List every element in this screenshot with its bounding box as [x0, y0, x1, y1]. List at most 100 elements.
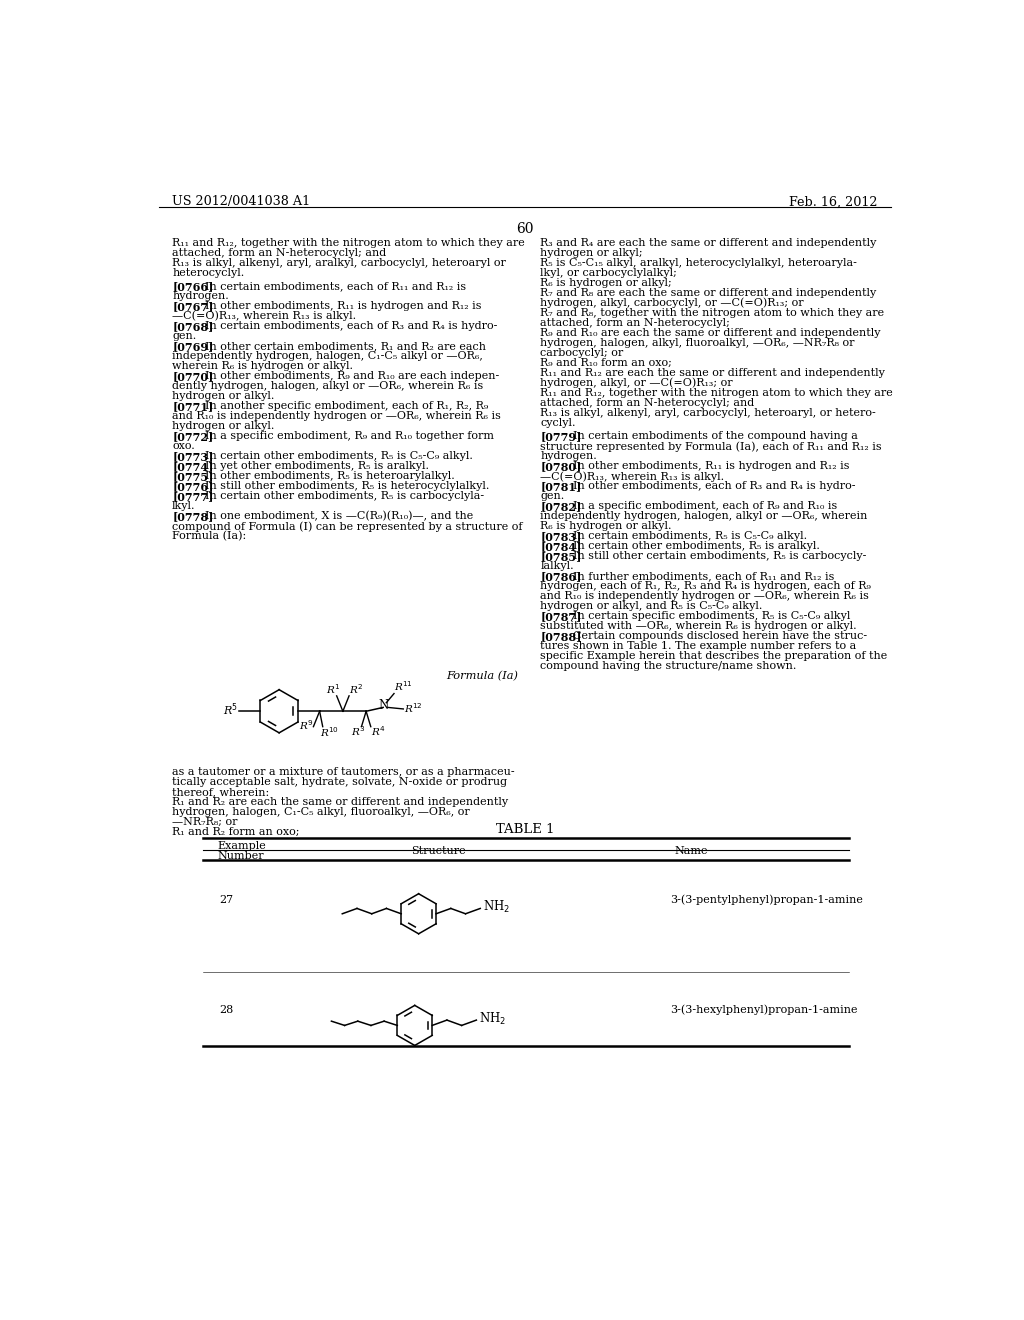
Text: thereof, wherein:: thereof, wherein: [172, 787, 269, 797]
Text: [0785]: [0785] [541, 552, 582, 562]
Text: R$^{10}$: R$^{10}$ [319, 726, 339, 739]
Text: R$^9$: R$^9$ [299, 718, 313, 731]
Text: 60: 60 [516, 222, 534, 235]
Text: hydrogen, each of R₁, R₂, R₃ and R₄ is hydrogen, each of R₉: hydrogen, each of R₁, R₂, R₃ and R₄ is h… [541, 581, 871, 591]
Text: as a tautomer or a mixture of tautomers, or as a pharmaceu-: as a tautomer or a mixture of tautomers,… [172, 767, 515, 776]
Text: independently hydrogen, halogen, alkyl or —OR₆, wherein: independently hydrogen, halogen, alkyl o… [541, 511, 867, 521]
Text: hydrogen.: hydrogen. [172, 290, 229, 301]
Text: R₁ and R₂ are each the same or different and independently: R₁ and R₂ are each the same or different… [172, 797, 508, 807]
Text: R$^3$: R$^3$ [350, 725, 365, 738]
Text: R$^{11}$: R$^{11}$ [394, 680, 413, 693]
Text: hydrogen, halogen, C₁-C₅ alkyl, fluoroalkyl, —OR₆, or: hydrogen, halogen, C₁-C₅ alkyl, fluoroal… [172, 807, 470, 817]
Text: hydrogen, halogen, alkyl, fluoroalkyl, —OR₆, —NR₇R₈ or: hydrogen, halogen, alkyl, fluoroalkyl, —… [541, 338, 855, 347]
Text: [0787]: [0787] [541, 611, 582, 622]
Text: In certain specific embodiments, R₅ is C₅-C₉ alkyl: In certain specific embodiments, R₅ is C… [566, 611, 850, 622]
Text: 28: 28 [219, 1005, 233, 1015]
Text: R₁₃ is alkyl, alkenyl, aryl, carbocyclyl, heteroaryl, or hetero-: R₁₃ is alkyl, alkenyl, aryl, carbocyclyl… [541, 408, 877, 418]
Text: In certain embodiments of the compound having a: In certain embodiments of the compound h… [566, 430, 858, 441]
Text: Name: Name [675, 846, 708, 855]
Text: [0773]: [0773] [172, 451, 214, 462]
Text: [0786]: [0786] [541, 572, 582, 582]
Text: R₆ is hydrogen or alkyl.: R₆ is hydrogen or alkyl. [541, 521, 672, 531]
Text: In yet other embodiments, R₅ is aralkyl.: In yet other embodiments, R₅ is aralkyl. [198, 461, 429, 471]
Text: gen.: gen. [172, 331, 197, 341]
Text: [0780]: [0780] [541, 461, 582, 473]
Text: US 2012/0041038 A1: US 2012/0041038 A1 [172, 195, 310, 209]
Text: R₃ and R₄ are each the same or different and independently: R₃ and R₄ are each the same or different… [541, 238, 877, 248]
Text: dently hydrogen, halogen, alkyl or —OR₆, wherein R₆ is: dently hydrogen, halogen, alkyl or —OR₆,… [172, 381, 483, 391]
Text: R₇ and R₈, together with the nitrogen atom to which they are: R₇ and R₈, together with the nitrogen at… [541, 308, 885, 318]
Text: 3-(3-hexylphenyl)propan-1-amine: 3-(3-hexylphenyl)propan-1-amine [671, 1005, 858, 1015]
Text: hydrogen or alkyl;: hydrogen or alkyl; [541, 248, 643, 257]
Text: R₇ and R₈ are each the same or different and independently: R₇ and R₈ are each the same or different… [541, 288, 877, 298]
Text: and R₁₀ is independently hydrogen or —OR₆, wherein R₆ is: and R₁₀ is independently hydrogen or —OR… [541, 591, 869, 601]
Text: In still other embodiments, R₅ is heterocyclylalkyl.: In still other embodiments, R₅ is hetero… [198, 480, 489, 491]
Text: Certain compounds disclosed herein have the struc-: Certain compounds disclosed herein have … [566, 631, 867, 642]
Text: R₁₁ and R₁₂, together with the nitrogen atom to which they are: R₁₁ and R₁₂, together with the nitrogen … [172, 238, 525, 248]
Text: gen.: gen. [541, 491, 564, 502]
Text: In another specific embodiment, each of R₁, R₂, R₉: In another specific embodiment, each of … [198, 401, 488, 411]
Text: hydrogen.: hydrogen. [541, 451, 597, 461]
Text: —C(=O)R₁₃, wherein R₁₃ is alkyl.: —C(=O)R₁₃, wherein R₁₃ is alkyl. [172, 312, 356, 322]
Text: NH$_2$: NH$_2$ [482, 899, 510, 915]
Text: In further embodiments, each of R₁₁ and R₁₂ is: In further embodiments, each of R₁₁ and … [566, 572, 835, 581]
Text: substituted with —OR₆, wherein R₆ is hydrogen or alkyl.: substituted with —OR₆, wherein R₆ is hyd… [541, 622, 857, 631]
Text: [0777]: [0777] [172, 491, 214, 502]
Text: tically acceptable salt, hydrate, solvate, N-oxide or prodrug: tically acceptable salt, hydrate, solvat… [172, 776, 507, 787]
Text: R$^2$: R$^2$ [349, 682, 362, 697]
Text: —C(=O)R₁₃, wherein R₁₃ is alkyl.: —C(=O)R₁₃, wherein R₁₃ is alkyl. [541, 471, 724, 482]
Text: compound of Formula (I) can be represented by a structure of: compound of Formula (I) can be represent… [172, 521, 522, 532]
Text: In other embodiments, R₁₁ is hydrogen and R₁₂ is: In other embodiments, R₁₁ is hydrogen an… [198, 301, 481, 310]
Text: Structure: Structure [411, 846, 465, 855]
Text: [0778]: [0778] [172, 511, 214, 523]
Text: In certain embodiments, each of R₁₁ and R₁₂ is: In certain embodiments, each of R₁₁ and … [198, 281, 466, 290]
Text: lkyl.: lkyl. [172, 502, 196, 511]
Text: wherein R₆ is hydrogen or alkyl.: wherein R₆ is hydrogen or alkyl. [172, 360, 353, 371]
Text: [0775]: [0775] [172, 471, 214, 482]
Text: In a specific embodiment, R₉ and R₁₀ together form: In a specific embodiment, R₉ and R₁₀ tog… [198, 430, 494, 441]
Text: lkyl, or carbocyclylalkyl;: lkyl, or carbocyclylalkyl; [541, 268, 677, 277]
Text: R$^4$: R$^4$ [371, 725, 385, 738]
Text: Formula (Ia): Formula (Ia) [445, 671, 518, 681]
Text: In certain embodiments, each of R₃ and R₄ is hydro-: In certain embodiments, each of R₃ and R… [198, 321, 497, 331]
Text: R₁ and R₂ form an oxo;: R₁ and R₂ form an oxo; [172, 826, 300, 837]
Text: lalkyl.: lalkyl. [541, 561, 573, 572]
Text: In other embodiments, R₁₁ is hydrogen and R₁₂ is: In other embodiments, R₁₁ is hydrogen an… [566, 461, 849, 471]
Text: [0768]: [0768] [172, 321, 214, 331]
Text: R$^1$: R$^1$ [326, 682, 340, 697]
Text: TABLE 1: TABLE 1 [496, 822, 554, 836]
Text: In other certain embodiments, R₁ and R₂ are each: In other certain embodiments, R₁ and R₂ … [198, 341, 485, 351]
Text: [0769]: [0769] [172, 341, 214, 352]
Text: [0784]: [0784] [541, 541, 582, 552]
Text: [0782]: [0782] [541, 502, 582, 512]
Text: In certain embodiments, R₅ is C₅-C₉ alkyl.: In certain embodiments, R₅ is C₅-C₉ alky… [566, 531, 807, 541]
Text: attached, form an N-heterocyclyl; and: attached, form an N-heterocyclyl; and [541, 397, 755, 408]
Text: In a specific embodiment, each of R₉ and R₁₀ is: In a specific embodiment, each of R₉ and… [566, 502, 838, 511]
Text: cyclyl.: cyclyl. [541, 418, 575, 428]
Text: Feb. 16, 2012: Feb. 16, 2012 [788, 195, 878, 209]
Text: R₁₁ and R₁₂ are each the same or different and independently: R₁₁ and R₁₂ are each the same or differe… [541, 368, 885, 378]
Text: In certain other embodiments, R₅ is carbocyclyla-: In certain other embodiments, R₅ is carb… [198, 491, 484, 502]
Text: In still other certain embodiments, R₅ is carbocycly-: In still other certain embodiments, R₅ i… [566, 552, 866, 561]
Text: compound having the structure/name shown.: compound having the structure/name shown… [541, 661, 797, 671]
Text: heterocyclyl.: heterocyclyl. [172, 268, 245, 277]
Text: 27: 27 [219, 895, 233, 904]
Text: specific Example herein that describes the preparation of the: specific Example herein that describes t… [541, 651, 888, 661]
Text: [0783]: [0783] [541, 531, 582, 543]
Text: oxo.: oxo. [172, 441, 195, 451]
Text: and R₁₀ is independently hydrogen or —OR₆, wherein R₆ is: and R₁₀ is independently hydrogen or —OR… [172, 411, 501, 421]
Text: In other embodiments, each of R₃ and R₄ is hydro-: In other embodiments, each of R₃ and R₄ … [566, 480, 855, 491]
Text: [0771]: [0771] [172, 401, 213, 412]
Text: hydrogen, alkyl, carbocyclyl, or —C(=O)R₁₃; or: hydrogen, alkyl, carbocyclyl, or —C(=O)R… [541, 298, 804, 309]
Text: R$^5$: R$^5$ [223, 701, 238, 718]
Text: In certain other embodiments, R₅ is aralkyl.: In certain other embodiments, R₅ is aral… [566, 541, 820, 550]
Text: [0774]: [0774] [172, 461, 214, 473]
Text: In one embodiment, X is —C(R₉)(R₁₀)—, and the: In one embodiment, X is —C(R₉)(R₁₀)—, an… [198, 511, 473, 521]
Text: R₉ and R₁₀ form an oxo;: R₉ and R₁₀ form an oxo; [541, 358, 672, 368]
Text: Example: Example [217, 841, 266, 850]
Text: NH$_2$: NH$_2$ [478, 1011, 506, 1027]
Text: [0772]: [0772] [172, 430, 213, 442]
Text: carbocyclyl; or: carbocyclyl; or [541, 348, 624, 358]
Text: R₅ is C₅-C₁₅ alkyl, aralkyl, heterocyclylalkyl, heteroaryla-: R₅ is C₅-C₁₅ alkyl, aralkyl, heterocycly… [541, 257, 857, 268]
Text: Number: Number [217, 850, 264, 861]
